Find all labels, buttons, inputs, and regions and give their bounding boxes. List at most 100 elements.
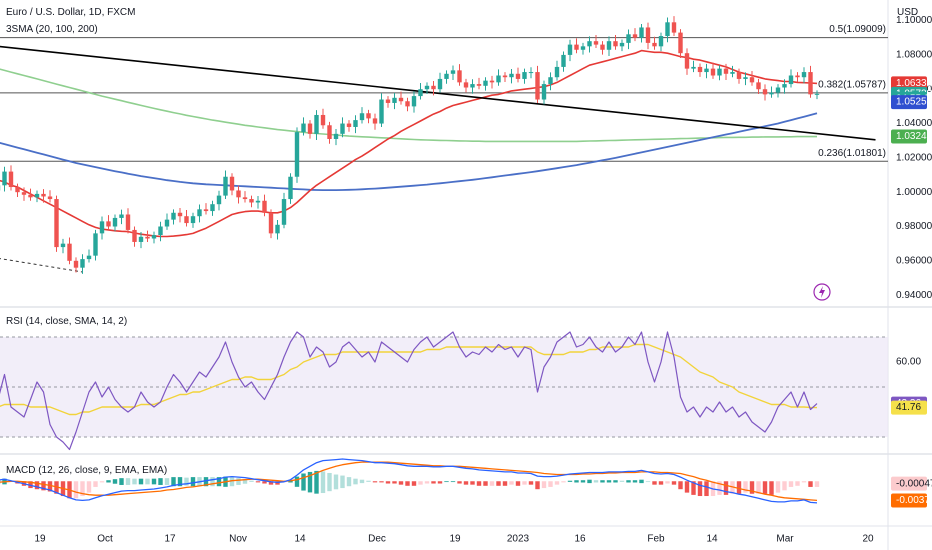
candle-body[interactable] [34, 193, 40, 198]
candle-body[interactable] [671, 22, 677, 33]
candle-body[interactable] [210, 204, 215, 212]
candle-body[interactable] [606, 41, 612, 50]
candle-body[interactable] [593, 41, 599, 45]
candle-body[interactable] [587, 41, 592, 47]
candle-body[interactable] [762, 89, 768, 95]
candle-body[interactable] [327, 125, 332, 139]
candle-body[interactable] [307, 123, 313, 134]
candle-body[interactable] [99, 221, 105, 234]
candle-body[interactable] [340, 123, 345, 134]
candle-body[interactable] [496, 75, 501, 83]
candle-body[interactable] [502, 75, 508, 78]
candle-body[interactable] [320, 114, 326, 126]
candle-body[interactable] [535, 72, 540, 100]
candle-body[interactable] [756, 82, 761, 90]
candle-body[interactable] [106, 221, 111, 227]
candle-body[interactable] [743, 77, 748, 79]
candle-body[interactable] [314, 114, 319, 134]
candle-body[interactable] [2, 171, 7, 186]
candle-body[interactable] [275, 224, 280, 234]
candle-body[interactable] [15, 187, 20, 193]
candle-body[interactable] [541, 84, 547, 100]
lightning-icon[interactable] [813, 283, 831, 301]
candle-body[interactable] [424, 85, 430, 90]
candle-body[interactable] [801, 72, 807, 78]
candle-body[interactable] [138, 236, 144, 242]
candle-body[interactable] [379, 99, 384, 124]
candle-body[interactable] [249, 199, 254, 203]
candle-body[interactable] [626, 34, 631, 43]
candle-body[interactable] [749, 77, 755, 83]
candle-body[interactable] [489, 80, 495, 83]
candle-body[interactable] [580, 46, 586, 50]
support-trendline[interactable] [0, 258, 83, 273]
rsi-legend[interactable]: RSI (14, close, SMA, 14, 2) [6, 316, 128, 327]
candle-body[interactable] [808, 72, 813, 95]
candle-body[interactable] [398, 97, 404, 102]
candle-body[interactable] [483, 80, 488, 86]
candle-body[interactable] [697, 66, 703, 73]
candle-body[interactable] [548, 77, 553, 85]
candle-body[interactable] [613, 41, 618, 47]
candle-body[interactable] [450, 70, 456, 74]
candle-body[interactable] [164, 219, 170, 227]
candle-body[interactable] [190, 216, 196, 224]
candle-body[interactable] [658, 36, 664, 47]
candle-body[interactable] [8, 171, 14, 188]
candle-body[interactable] [665, 22, 670, 37]
candle-body[interactable] [346, 123, 352, 127]
candle-body[interactable] [717, 68, 722, 76]
candle-body[interactable] [619, 42, 625, 47]
candle-body[interactable] [359, 113, 365, 121]
candle-body[interactable] [431, 85, 436, 90]
candle-body[interactable] [684, 53, 690, 69]
candle-body[interactable] [528, 72, 534, 74]
candle-body[interactable] [132, 229, 137, 242]
candle-body[interactable] [281, 199, 287, 225]
candle-body[interactable] [255, 200, 261, 203]
candle-body[interactable] [769, 92, 774, 95]
candle-body[interactable] [632, 34, 638, 38]
candle-body[interactable] [782, 84, 787, 88]
candle-body[interactable] [522, 72, 527, 79]
candle-body[interactable] [158, 226, 163, 236]
candle-body[interactable] [21, 192, 27, 195]
macd-legend[interactable]: MACD (12, 26, close, 9, EMA, EMA) [6, 465, 168, 476]
resistance-trendline[interactable] [0, 45, 876, 141]
candle-body[interactable] [411, 96, 417, 107]
candle-body[interactable] [288, 176, 293, 200]
candle-body[interactable] [554, 66, 560, 78]
candle-body[interactable] [93, 233, 98, 256]
candle-body[interactable] [437, 78, 443, 90]
candle-body[interactable] [561, 54, 566, 67]
candle-body[interactable] [203, 209, 209, 212]
candle-body[interactable] [86, 255, 92, 260]
candle-body[interactable] [216, 195, 222, 205]
candle-body[interactable] [197, 209, 202, 217]
candle-body[interactable] [736, 72, 742, 79]
candle-body[interactable] [294, 132, 300, 177]
candle-body[interactable] [730, 72, 735, 74]
candle-body[interactable] [184, 216, 189, 224]
candle-body[interactable] [177, 212, 183, 217]
candle-body[interactable] [418, 89, 423, 97]
candle-body[interactable] [60, 243, 66, 248]
candle-body[interactable] [814, 93, 820, 95]
candle-body[interactable] [476, 84, 482, 86]
candle-body[interactable] [372, 118, 378, 124]
candle-body[interactable] [405, 101, 410, 107]
candle-body[interactable] [385, 99, 391, 103]
candle-body[interactable] [678, 32, 683, 54]
candle-body[interactable] [775, 87, 781, 93]
candle-body[interactable] [574, 44, 579, 50]
candle-body[interactable] [463, 82, 469, 88]
candle-body[interactable] [229, 176, 235, 191]
candle-body[interactable] [171, 212, 176, 220]
candle-body[interactable] [151, 235, 157, 239]
candle-body[interactable] [710, 68, 716, 76]
candle-body[interactable] [788, 75, 794, 85]
candle-body[interactable] [236, 190, 241, 198]
candle-body[interactable] [457, 70, 462, 83]
candle-body[interactable] [392, 97, 397, 103]
